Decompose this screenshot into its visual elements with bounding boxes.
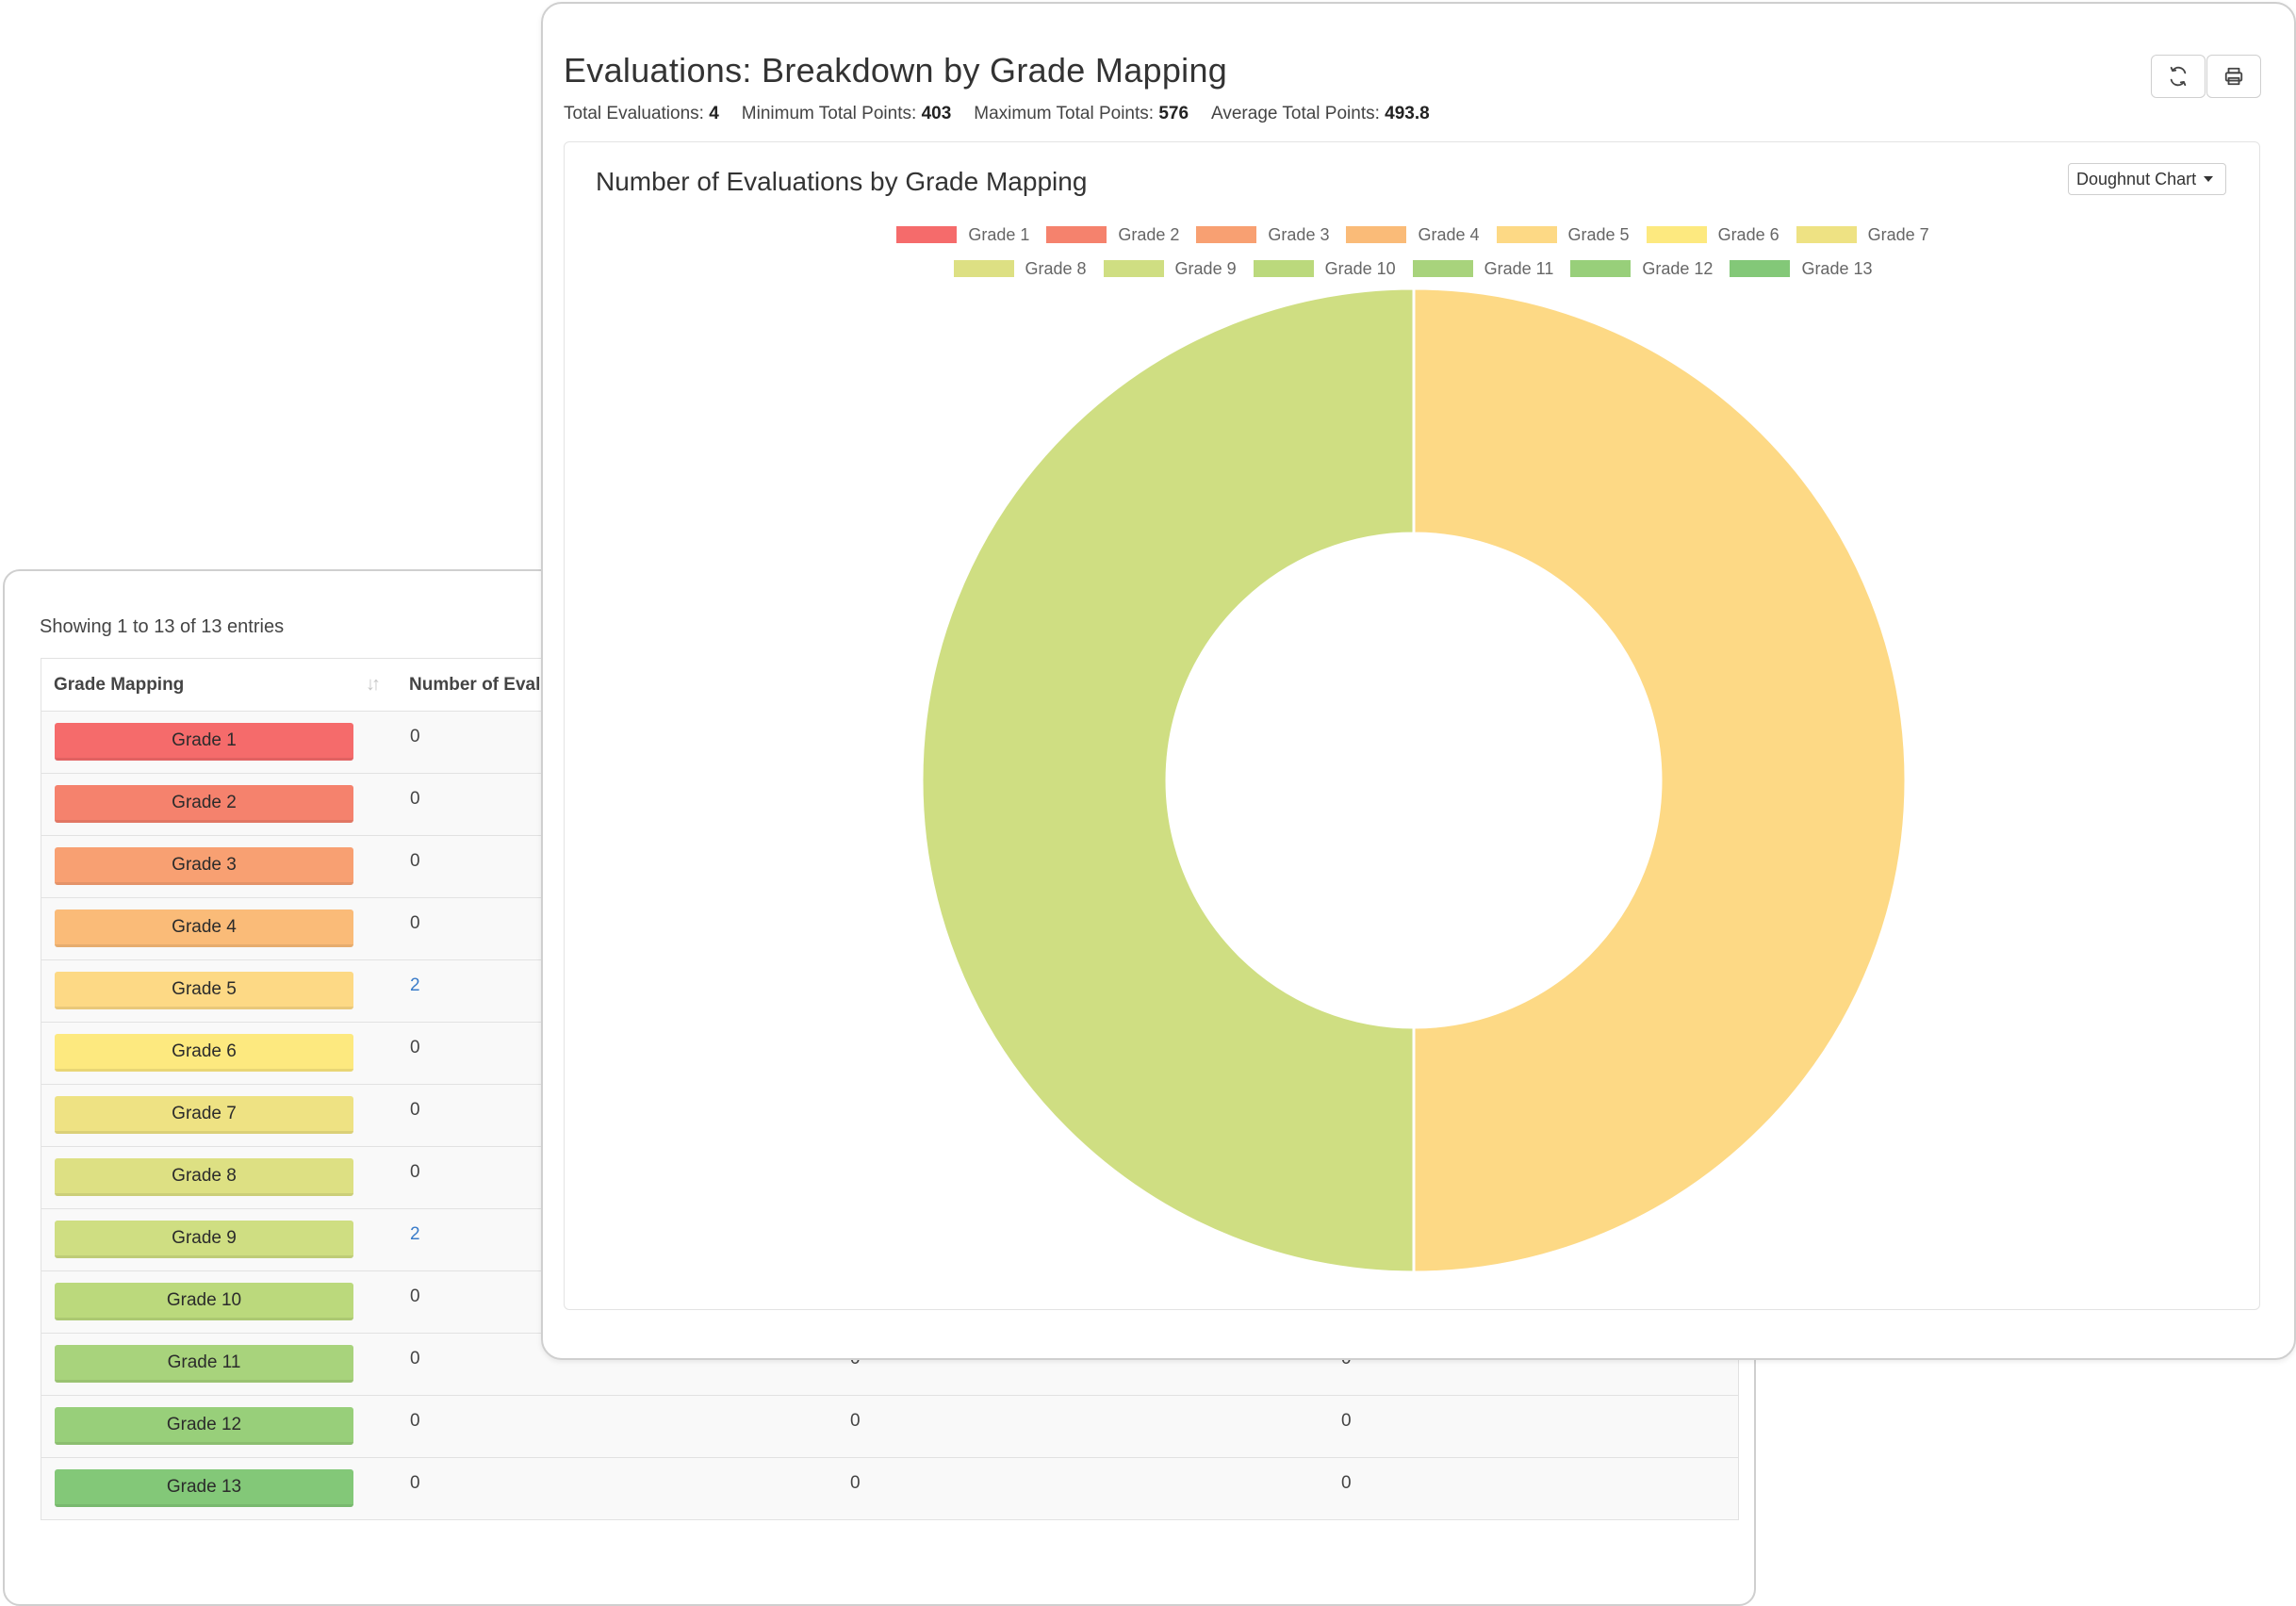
evaluation-count[interactable]: 2	[410, 975, 420, 995]
legend-row: Grade 8 Grade 9 Grade 10 Grade 11 Grade 12 Gr…	[565, 252, 2261, 286]
legend-swatch	[1412, 260, 1473, 277]
legend-label: Grade 10	[1324, 258, 1396, 278]
legend-item[interactable]: Grade 1	[896, 225, 1029, 245]
grade-badge: Grade 4	[55, 910, 353, 947]
legend-label: Grade 1	[968, 224, 1030, 244]
stat-average-total-points: Average Total Points: 493.8	[1211, 104, 1430, 123]
grade-badge: Grade 13	[55, 1469, 353, 1507]
legend-label: Grade 11	[1484, 258, 1554, 278]
legend-label: Grade 5	[1567, 224, 1630, 244]
legend-label: Grade 13	[1801, 258, 1873, 278]
legend-item[interactable]: Grade 7	[1796, 225, 1929, 245]
evaluation-count: 0	[410, 1286, 420, 1306]
legend-item[interactable]: Grade 11	[1412, 258, 1554, 279]
doughnut-chart-svg	[920, 287, 1908, 1274]
legend-swatch	[1253, 260, 1314, 277]
grade-badge: Grade 7	[55, 1096, 353, 1134]
chart-type-dropdown[interactable]: Doughnut Chart	[2068, 163, 2226, 195]
grade-badge: Grade 3	[55, 847, 353, 885]
legend-item[interactable]: Grade 8	[953, 258, 1087, 279]
sort-icon[interactable]: ↓↑	[366, 674, 381, 695]
table-row: Grade 12 0 0 0	[41, 1396, 1738, 1458]
table-cell: 0	[1341, 1411, 1352, 1431]
legend-swatch	[1646, 226, 1707, 243]
column-header-number-of-evaluations[interactable]: Number of Eval	[409, 674, 541, 695]
legend-label: Grade 12	[1642, 258, 1714, 278]
legend-swatch	[1196, 226, 1257, 243]
stat-maximum-total-points: Maximum Total Points: 576	[974, 104, 1189, 123]
print-icon	[2224, 67, 2243, 86]
legend-label: Grade 2	[1118, 224, 1180, 244]
legend-swatch	[1496, 226, 1557, 243]
refresh-icon	[2170, 66, 2187, 87]
evaluation-count: 0	[410, 1162, 420, 1182]
grade-badge: Grade 10	[55, 1283, 353, 1320]
evaluation-count: 0	[410, 789, 420, 809]
entries-info: Showing 1 to 13 of 13 entries	[40, 616, 285, 637]
legend-label: Grade 8	[1025, 258, 1087, 278]
evaluation-count: 0	[410, 851, 420, 871]
breakdown-chart-card: Evaluations: Breakdown by Grade Mapping …	[541, 2, 2296, 1360]
evaluation-count: 0	[410, 727, 420, 746]
legend-swatch	[1730, 260, 1791, 277]
print-button[interactable]	[2206, 55, 2261, 98]
grade-badge: Grade 8	[55, 1158, 353, 1196]
grade-badge: Grade 2	[55, 785, 353, 823]
doughnut-chart	[919, 286, 1909, 1275]
legend-item[interactable]: Grade 3	[1196, 225, 1329, 245]
evaluation-count: 0	[410, 1473, 420, 1493]
legend-item[interactable]: Grade 5	[1496, 224, 1630, 245]
legend-label: Grade 7	[1867, 224, 1929, 244]
legend-swatch	[953, 260, 1014, 277]
evaluation-count[interactable]: 2	[410, 1224, 420, 1244]
legend-swatch	[896, 226, 958, 243]
legend-row: Grade 1 Grade 2 Grade 3 Grade 4 Grade 5 Grade…	[565, 218, 2261, 252]
evaluation-count: 0	[410, 1100, 420, 1120]
legend-swatch	[1346, 226, 1407, 243]
chart-legend: Grade 1 Grade 2 Grade 3 Grade 4 Grade 5 Grade…	[565, 218, 2261, 286]
caret-down-icon	[2204, 176, 2214, 182]
chart-panel: Number of Evaluations by Grade Mapping D…	[564, 141, 2260, 1310]
summary-stats: Total Evaluations: 4 Minimum Total Point…	[564, 104, 1430, 124]
legend-item[interactable]: Grade 6	[1646, 224, 1779, 245]
legend-item[interactable]: Grade 4	[1346, 224, 1480, 245]
legend-swatch	[1796, 226, 1857, 243]
legend-swatch	[1570, 260, 1632, 277]
legend-swatch	[1046, 226, 1107, 243]
stat-minimum-total-points: Minimum Total Points: 403	[741, 104, 952, 123]
table-cell: 0	[1341, 1473, 1352, 1493]
evaluation-count: 0	[410, 1349, 420, 1368]
legend-item[interactable]: Grade 2	[1046, 225, 1179, 245]
chart-panel-title: Number of Evaluations by Grade Mapping	[596, 167, 1088, 196]
column-header-grade-mapping[interactable]: Grade Mapping	[54, 674, 185, 695]
doughnut-slice-grade-5[interactable]	[1412, 287, 1908, 1274]
legend-label: Grade 4	[1418, 224, 1480, 244]
table-cell: 0	[850, 1473, 861, 1493]
table-row: Grade 13 0 0 0	[41, 1458, 1738, 1520]
refresh-button[interactable]	[2151, 55, 2206, 98]
evaluation-count: 0	[410, 1038, 420, 1057]
grade-badge: Grade 5	[55, 972, 353, 1009]
chart-type-label: Doughnut Chart	[2076, 169, 2197, 188]
legend-item[interactable]: Grade 13	[1730, 258, 1873, 279]
legend-label: Grade 6	[1717, 224, 1779, 244]
legend-label: Grade 9	[1174, 258, 1237, 278]
table-cell: 0	[850, 1411, 861, 1431]
legend-swatch	[1103, 260, 1164, 277]
legend-label: Grade 3	[1268, 224, 1330, 244]
legend-item[interactable]: Grade 12	[1570, 259, 1713, 279]
legend-item[interactable]: Grade 9	[1103, 258, 1237, 279]
page-title: Evaluations: Breakdown by Grade Mapping	[564, 51, 1228, 90]
stat-total-evaluations: Total Evaluations: 4	[564, 104, 719, 123]
grade-badge: Grade 1	[55, 723, 353, 761]
grade-badge: Grade 11	[55, 1345, 353, 1383]
grade-badge: Grade 6	[55, 1034, 353, 1072]
grade-badge: Grade 9	[55, 1221, 353, 1258]
evaluation-count: 0	[410, 913, 420, 933]
grade-badge: Grade 12	[55, 1407, 353, 1445]
legend-item[interactable]: Grade 10	[1253, 258, 1396, 279]
doughnut-slice-grade-9[interactable]	[920, 287, 1416, 1274]
evaluation-count: 0	[410, 1411, 420, 1431]
